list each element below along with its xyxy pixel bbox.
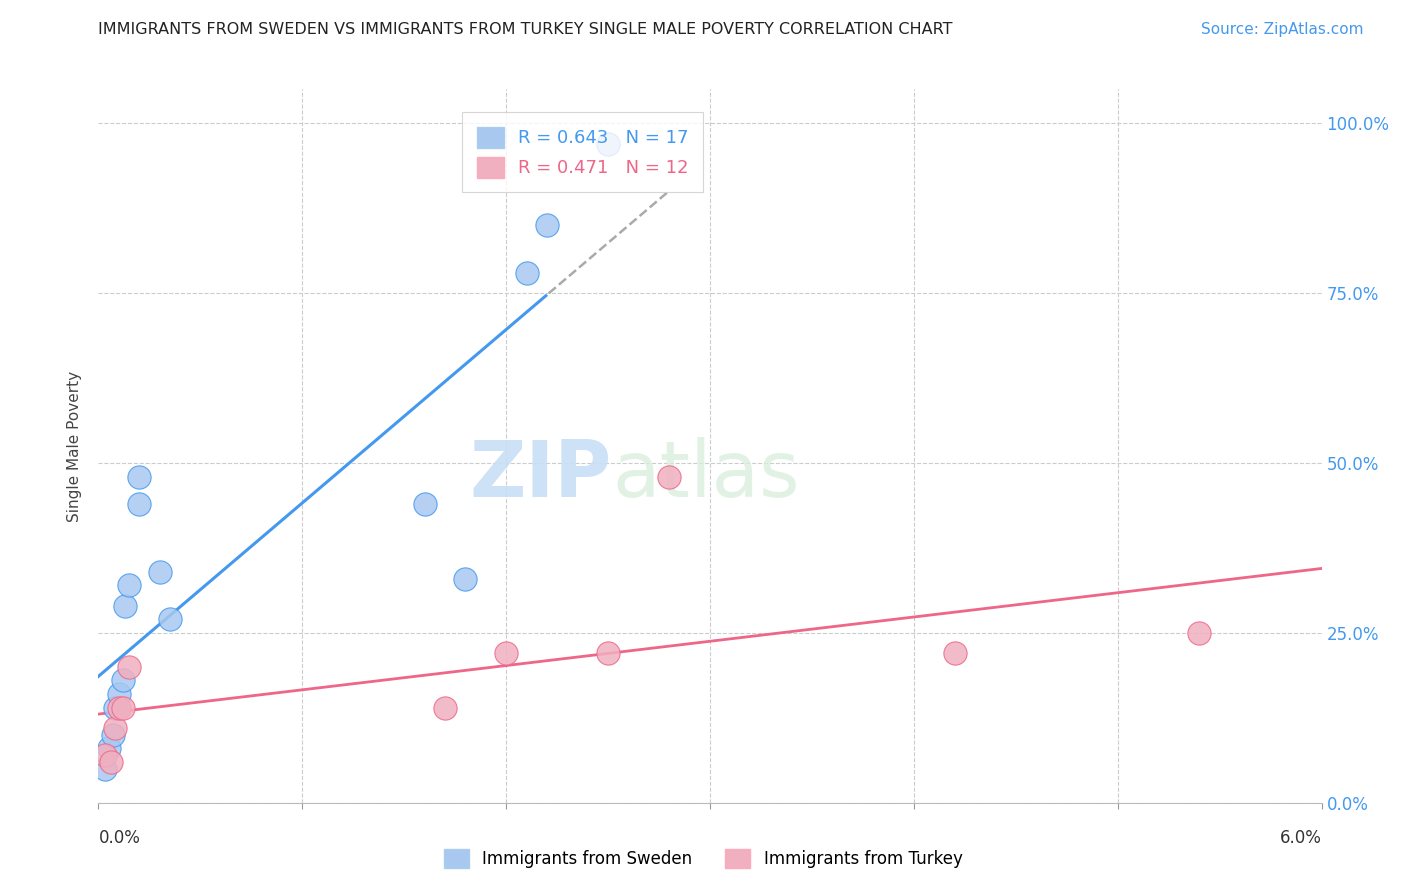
Point xyxy=(1188,626,1211,640)
Point xyxy=(433,700,456,714)
Point xyxy=(516,266,538,280)
Point xyxy=(104,700,127,714)
Point xyxy=(108,687,131,701)
Text: Source: ZipAtlas.com: Source: ZipAtlas.com xyxy=(1201,22,1364,37)
Point xyxy=(658,469,681,483)
Point xyxy=(413,497,436,511)
Point xyxy=(118,660,141,674)
Point xyxy=(598,646,620,660)
Point xyxy=(93,762,115,776)
Point xyxy=(118,578,141,592)
Point xyxy=(495,646,517,660)
Point xyxy=(598,136,620,151)
Legend: Immigrants from Sweden, Immigrants from Turkey: Immigrants from Sweden, Immigrants from … xyxy=(437,842,969,875)
Point xyxy=(111,700,134,714)
Point xyxy=(454,572,477,586)
Text: atlas: atlas xyxy=(612,436,800,513)
Point xyxy=(104,721,127,735)
Text: IMMIGRANTS FROM SWEDEN VS IMMIGRANTS FROM TURKEY SINGLE MALE POVERTY CORRELATION: IMMIGRANTS FROM SWEDEN VS IMMIGRANTS FRO… xyxy=(98,22,953,37)
Point xyxy=(128,497,150,511)
Text: ZIP: ZIP xyxy=(470,436,612,513)
Point xyxy=(101,728,124,742)
Point xyxy=(111,673,134,688)
Point xyxy=(128,469,150,483)
Text: 0.0%: 0.0% xyxy=(98,829,141,847)
Point xyxy=(108,700,131,714)
Point xyxy=(149,565,172,579)
Point xyxy=(100,755,122,769)
Point xyxy=(93,748,115,763)
Text: 6.0%: 6.0% xyxy=(1279,829,1322,847)
Point xyxy=(159,612,181,626)
Point xyxy=(536,218,558,232)
Point xyxy=(943,646,966,660)
Point xyxy=(114,599,136,613)
Y-axis label: Single Male Poverty: Single Male Poverty xyxy=(67,370,83,522)
Legend: R = 0.643   N = 17, R = 0.471   N = 12: R = 0.643 N = 17, R = 0.471 N = 12 xyxy=(463,112,703,192)
Point xyxy=(97,741,120,756)
